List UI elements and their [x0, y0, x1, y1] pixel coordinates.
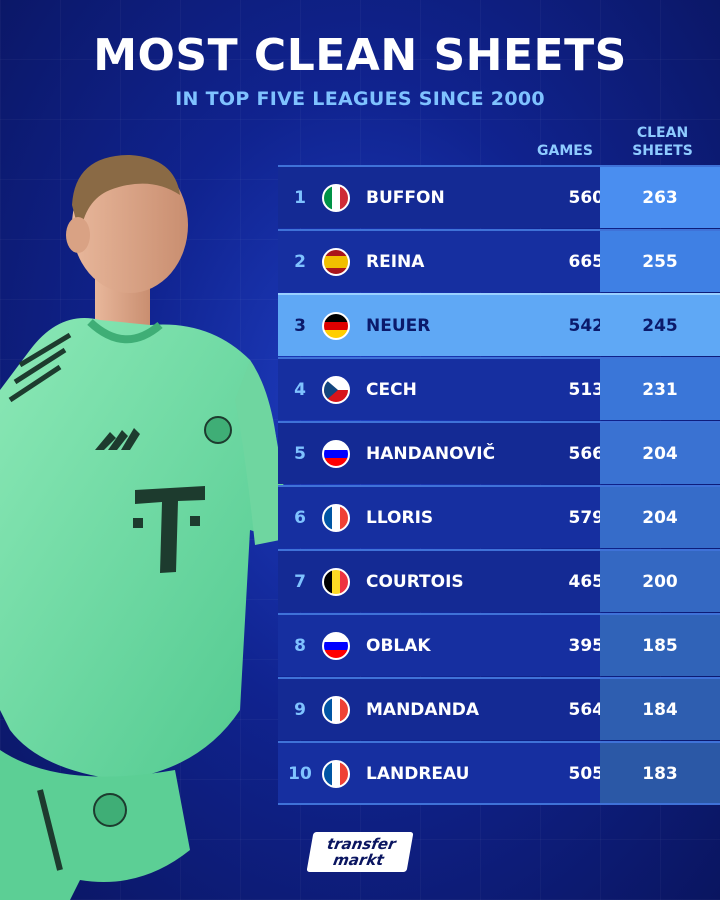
czech-republic-flag-icon	[322, 375, 350, 404]
logo-line1: transfer	[325, 835, 398, 853]
column-header-clean-sheets: CLEAN SHEETS	[605, 124, 720, 160]
logo-line2: markt	[331, 851, 386, 869]
player-name: MANDANDA	[366, 699, 480, 720]
slovenia-flag-icon	[322, 439, 350, 468]
rank-label: 2	[294, 251, 306, 272]
table-row: 6 LLORIS 579 204	[278, 485, 720, 548]
games-value: 579	[568, 507, 605, 528]
table-row: 1 BUFFON 560 263	[278, 165, 720, 228]
player-name: COURTOIS	[366, 571, 464, 592]
games-value: 505	[568, 763, 605, 784]
player-name: LLORIS	[366, 507, 434, 528]
table-row: 3 NEUER 542 245	[278, 293, 720, 356]
table-row: 4 CECH 513 231	[278, 357, 720, 420]
clean-sheets-value: 231	[600, 359, 720, 420]
rank-label: 4	[294, 379, 306, 400]
clean-sheets-value: 183	[600, 743, 720, 804]
rank-label: 5	[294, 443, 306, 464]
rank-label: 1	[294, 187, 306, 208]
france-flag-icon	[322, 759, 350, 788]
clean-sheets-value: 204	[600, 423, 720, 484]
player-name: OBLAK	[366, 635, 431, 656]
games-value: 566	[568, 443, 605, 464]
italy-flag-icon	[322, 183, 350, 212]
germany-flag-icon	[322, 311, 350, 340]
clean-sheets-value: 200	[600, 551, 720, 612]
table-row: 7 COURTOIS 465 200	[278, 549, 720, 612]
spain-flag-icon	[322, 247, 350, 276]
player-name: BUFFON	[366, 187, 445, 208]
games-value: 395	[568, 635, 605, 656]
rank-label: 10	[288, 763, 312, 784]
rank-label: 6	[294, 507, 306, 528]
table-row: 8 OBLAK 395 185	[278, 613, 720, 676]
clean-sheets-value: 263	[600, 167, 720, 228]
clean-sheets-value: 245	[600, 295, 720, 356]
column-header-clean-sheets-line2: SHEETS	[632, 143, 693, 159]
clean-sheets-value: 185	[600, 615, 720, 676]
clean-sheets-value: 184	[600, 679, 720, 740]
slovenia-flag-icon	[322, 631, 350, 660]
france-flag-icon	[322, 503, 350, 532]
goalkeeper-illustration	[0, 155, 285, 900]
table-row: 9 MANDANDA 564 184	[278, 677, 720, 740]
page-title: MOST CLEAN SHEETS	[93, 30, 627, 81]
table-bottom-border	[278, 803, 720, 805]
table-row: 2 REINA 665 255	[278, 229, 720, 292]
rank-label: 8	[294, 635, 306, 656]
belgium-flag-icon	[322, 567, 350, 596]
player-name: NEUER	[366, 315, 431, 336]
france-flag-icon	[322, 695, 350, 724]
player-name: LANDREAU	[366, 763, 470, 784]
games-value: 465	[568, 571, 605, 592]
table-row: 10 LANDREAU 505 183	[278, 741, 720, 804]
clean-sheets-value: 255	[600, 231, 720, 292]
games-value: 564	[568, 699, 605, 720]
games-value: 542	[568, 315, 605, 336]
player-name: HANDANOVIČ	[366, 443, 496, 464]
column-header-clean-sheets-line1: CLEAN	[636, 125, 689, 141]
page-subtitle: IN TOP FIVE LEAGUES SINCE 2000	[175, 88, 545, 110]
games-value: 665	[568, 251, 605, 272]
games-value: 513	[568, 379, 605, 400]
transfermarkt-logo: transfer markt	[306, 832, 414, 872]
column-header-games: GAMES	[537, 143, 593, 159]
clean-sheets-value: 204	[600, 487, 720, 548]
rank-label: 9	[294, 699, 306, 720]
player-name: CECH	[366, 379, 417, 400]
table-row: 5 HANDANOVIČ 566 204	[278, 421, 720, 484]
rank-label: 7	[294, 571, 306, 592]
rank-label: 3	[294, 315, 306, 336]
games-value: 560	[568, 187, 605, 208]
player-name: REINA	[366, 251, 425, 272]
